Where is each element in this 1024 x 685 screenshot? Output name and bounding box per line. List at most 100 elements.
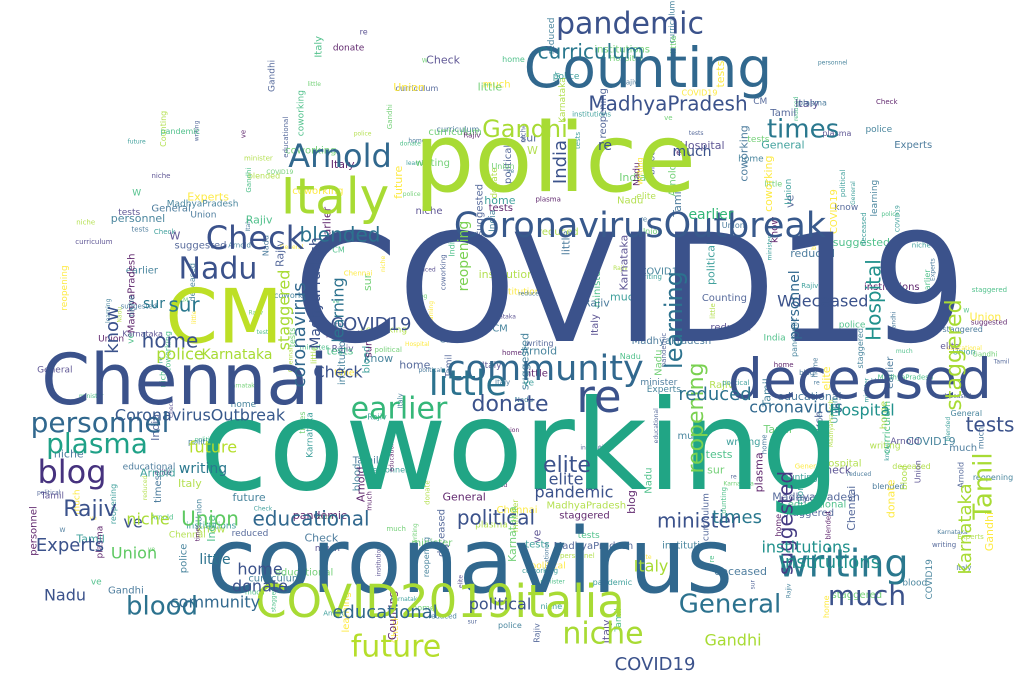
cloud-word-small: Arnold: [151, 514, 174, 522]
cloud-word-small: reduced: [538, 227, 579, 238]
cloud-word-small: Karnataka: [228, 383, 259, 390]
cloud-word-small: Rajiv: [248, 310, 263, 317]
cloud-word-small: Tamil: [761, 378, 774, 407]
cloud-word-niche: niche: [562, 617, 643, 652]
cloud-word-small: niche: [76, 219, 95, 227]
cloud-word-small: MadhyaPradesh: [167, 199, 239, 209]
cloud-word-small: Union: [831, 397, 841, 423]
cloud-word-general: General: [679, 590, 781, 620]
cloud-word-small: Union: [639, 227, 662, 236]
cloud-word-italy: Italy: [281, 168, 389, 226]
cloud-word-small: sur: [707, 464, 725, 477]
cloud-word-small: coworking: [737, 125, 750, 181]
cloud-word-small: blood: [900, 465, 910, 490]
cloud-word-small: India: [205, 515, 218, 542]
cloud-word-small: times: [334, 369, 359, 379]
cloud-word-small: W: [422, 58, 428, 65]
cloud-word-small: General: [795, 463, 823, 471]
cloud-word-small: suggested: [833, 236, 890, 249]
cloud-word-small: know: [770, 217, 781, 243]
cloud-word-small: plasma: [753, 452, 766, 492]
cloud-word-small: COVID19: [682, 89, 718, 98]
cloud-word-small: little: [478, 81, 503, 94]
cloud-word-small: donate: [333, 43, 365, 53]
cloud-word-nadu: Nadu: [44, 586, 86, 605]
cloud-word-small: Check: [817, 464, 851, 477]
cloud-word-small: Gandhi: [890, 311, 897, 333]
cloud-word-small: General: [280, 244, 304, 251]
cloud-word-small: reduced: [847, 471, 872, 478]
cloud-word-small: little: [764, 179, 782, 188]
cloud-word-small: General: [850, 181, 857, 205]
cloud-word-small: MadhyaPradesh: [828, 399, 835, 447]
cloud-word-staggered: staggered: [942, 299, 967, 410]
cloud-word-small: reopening: [326, 331, 371, 341]
cloud-word-small: CM: [332, 245, 345, 254]
cloud-word-small: times: [298, 411, 307, 433]
cloud-word-small: COVID19: [894, 205, 901, 232]
cloud-word-small: MadhyaPradesh: [546, 501, 626, 512]
cloud-word-small: Gandhi: [386, 104, 394, 129]
cloud-word-small: coworking: [274, 291, 315, 300]
cloud-word-small: niche: [912, 242, 931, 250]
cloud-word-small: times: [194, 525, 201, 542]
cloud-word-small: blood: [811, 233, 818, 250]
cloud-word-small: Arnold: [956, 462, 965, 488]
cloud-word-small: writing: [635, 157, 644, 185]
cloud-word-small: staggered: [942, 325, 982, 334]
cloud-word-small: political: [530, 561, 565, 571]
cloud-word-small: institutions: [594, 45, 650, 56]
cloud-word-small: Rajiv: [801, 282, 818, 290]
cloud-word-small: curriculum: [668, 0, 677, 43]
cloud-word-small: blended: [945, 417, 952, 441]
cloud-word-small: reduced: [547, 18, 557, 55]
cloud-word-small: educational: [282, 117, 290, 158]
cloud-word-small: police: [178, 544, 189, 574]
cloud-word-tests: tests: [966, 413, 1015, 437]
cloud-word-small: writing: [412, 523, 419, 544]
cloud-word-small: Rajiv: [246, 213, 273, 226]
cloud-word-small: learning: [428, 301, 435, 326]
cloud-word-small: donate: [490, 167, 500, 199]
cloud-word-small: Check: [304, 531, 338, 544]
cloud-word-small: political: [195, 437, 219, 444]
cloud-word-small: educational: [123, 463, 176, 473]
cloud-word-small: know: [345, 234, 369, 244]
cloud-word-small: Experts: [187, 191, 229, 204]
cloud-word-small: minister: [864, 377, 871, 402]
cloud-word-small: writing: [726, 437, 760, 448]
cloud-word-small: Chennai: [496, 505, 537, 516]
cloud-word-educational: educational: [332, 602, 437, 623]
cloud-word-counting: Counting: [524, 36, 772, 100]
cloud-word-small: political: [839, 170, 847, 197]
cloud-word-reopening: reopening: [684, 362, 709, 473]
cloud-word-small: minister: [511, 499, 520, 533]
cloud-word-small: ve: [89, 515, 97, 522]
cloud-word-community: community: [170, 593, 260, 612]
cloud-word-small: ve: [332, 298, 340, 305]
cloud-word-small: learning: [406, 160, 431, 167]
cloud-word-curriculum: curriculum: [538, 40, 645, 64]
cloud-word-reopening: reopening: [456, 221, 472, 292]
cloud-word-deceased: deceased: [792, 292, 869, 311]
cloud-word-small: ve: [664, 114, 672, 122]
cloud-word-pandemic: pandemic: [535, 483, 614, 502]
cloud-word-little: little: [429, 364, 507, 404]
cloud-word-small: Hospital: [609, 54, 642, 63]
cloud-word-small: know: [196, 523, 225, 536]
cloud-word-small: reduced: [710, 322, 751, 333]
cloud-word-learning: learning: [329, 277, 348, 342]
cloud-word-small: blended: [825, 511, 833, 539]
cloud-word-small: Hospital: [405, 341, 430, 348]
cloud-word-little: little: [199, 552, 230, 568]
cloud-word-small: donate: [400, 141, 421, 148]
cloud-word-small: reopening: [60, 265, 70, 310]
cloud-word-small: political: [375, 346, 402, 354]
cloud-word-small: tests: [288, 328, 297, 348]
cloud-word-small: coworking: [440, 254, 448, 290]
cloud-word-small: police: [315, 514, 333, 521]
cloud-word-small: Check: [254, 505, 273, 512]
cloud-word-small: sur: [361, 273, 374, 291]
cloud-word-small: re: [156, 356, 164, 363]
cloud-word-small: ve: [91, 577, 102, 587]
